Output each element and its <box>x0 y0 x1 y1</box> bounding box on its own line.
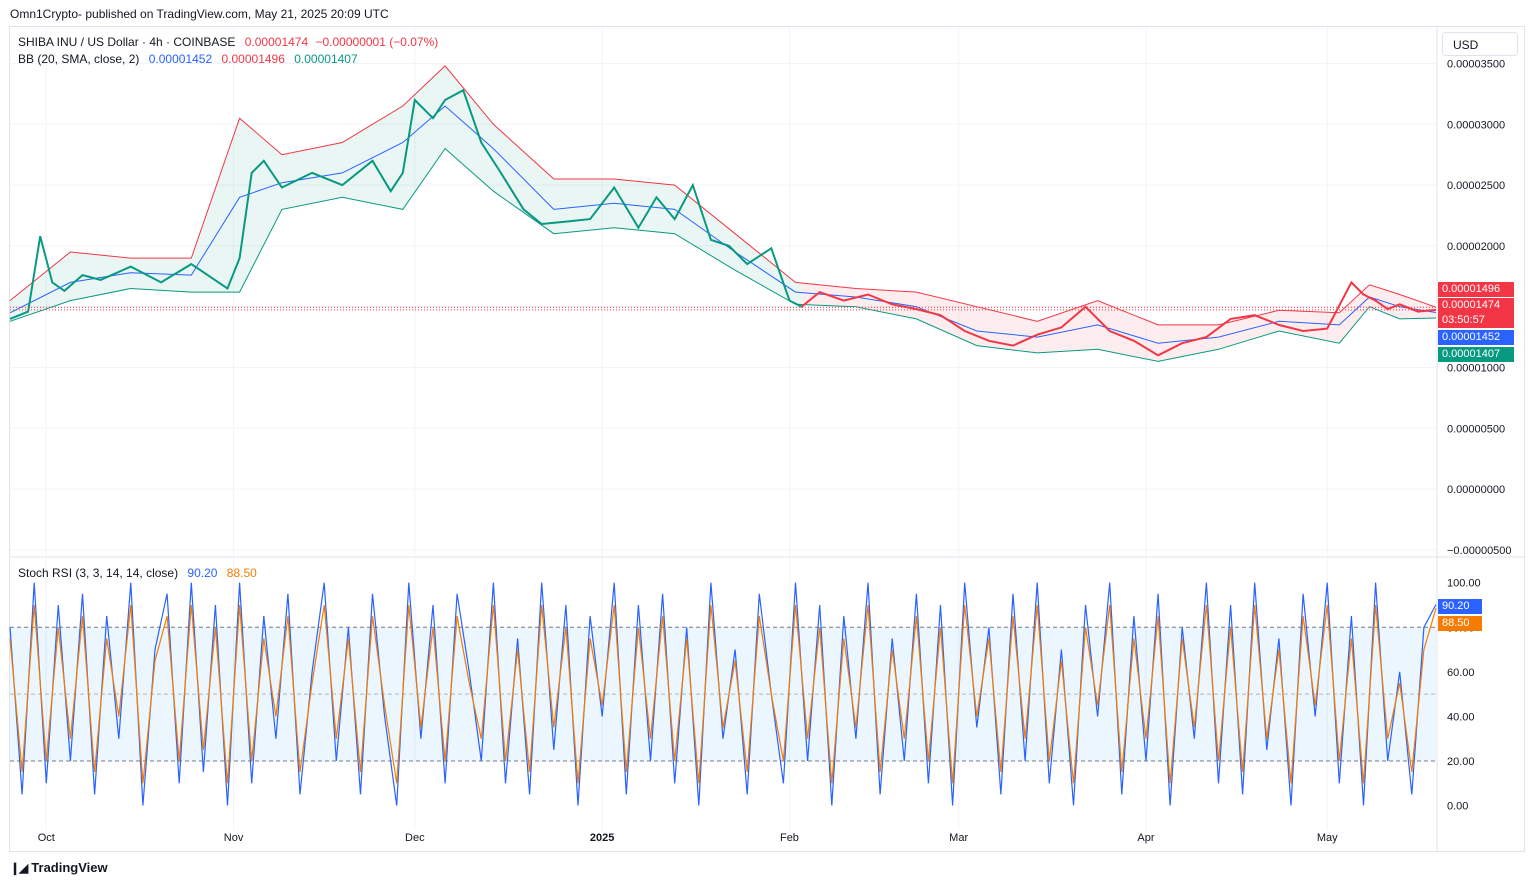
price-tick-label: 0.00002000 <box>1447 241 1505 253</box>
tradingview-logo-icon: ❙◢ <box>10 860 28 875</box>
currency-button[interactable]: USD <box>1442 32 1518 56</box>
bb-upper-tag: 0.00001496 <box>1438 282 1514 297</box>
bb-lower-line <box>9 147 1437 362</box>
bb-lower-value: 0.00001407 <box>294 52 358 66</box>
close-line-bull <box>10 88 802 320</box>
bb-lower-tag: 0.00001407 <box>1438 347 1514 362</box>
bb-basis-value: 0.00001452 <box>148 52 213 66</box>
bb-fill-bear <box>801 282 1436 362</box>
time-tick-label: 2025 <box>590 832 614 844</box>
bb-upper-value: 0.00001496 <box>221 52 285 66</box>
publisher-line: Omn1Crypto- published on TradingView.com… <box>10 7 389 21</box>
price-tick-label: 0.00001000 <box>1447 363 1505 375</box>
stoch-tick-label: 40.00 <box>1447 711 1475 723</box>
stoch-k-tag: 90.20 <box>1438 599 1482 614</box>
stoch-label: Stoch RSI (3, 3, 14, 14, close) <box>18 566 179 580</box>
stoch-d-line <box>9 604 1437 784</box>
countdown-tag: 03:50:57 <box>1438 313 1514 328</box>
main-legend: SHIBA INU / US Dollar · 4h · COINBASE 0.… <box>18 35 444 49</box>
footer-brand[interactable]: ❙◢ TradingView <box>10 860 108 875</box>
symbol-title: SHIBA INU / US Dollar · 4h · COINBASE <box>18 35 236 49</box>
stoch-k-value: 90.20 <box>187 566 218 580</box>
price-tick-label: 0.00003500 <box>1447 58 1505 70</box>
bb-label: BB (20, SMA, close, 2) <box>18 52 140 66</box>
close-line-bear <box>801 280 1436 357</box>
time-tick-label: Mar <box>949 832 968 844</box>
price-change: −0.00000001 (−0.07%) <box>315 35 439 49</box>
stoch-tick-label: 60.00 <box>1447 667 1475 679</box>
stoch-legend: Stoch RSI (3, 3, 14, 14, close) 90.20 88… <box>18 566 263 580</box>
last-price: 0.00001474 <box>244 35 309 49</box>
price-tick-label: 0.00003000 <box>1447 119 1505 131</box>
stoch-tick-label: 100.00 <box>1447 578 1481 590</box>
stoch-d-value: 88.50 <box>226 566 257 580</box>
brand-name: TradingView <box>31 860 108 875</box>
price-tick-label: −0.00000500 <box>1447 545 1512 557</box>
stoch-tick-label: 0.00 <box>1447 801 1468 813</box>
stoch-d-tag: 88.50 <box>1438 616 1482 631</box>
time-tick-label: Apr <box>1137 832 1154 844</box>
time-tick-label: Feb <box>780 832 799 844</box>
price-tick-label: 0.00000500 <box>1447 423 1505 435</box>
time-tick-label: May <box>1317 832 1338 844</box>
time-tick-label: Nov <box>224 832 244 844</box>
bb-fill-bull <box>10 65 802 322</box>
price-tick-label: 0.00002500 <box>1447 180 1505 192</box>
bb-legend: BB (20, SMA, close, 2) 0.00001452 0.0000… <box>18 52 364 66</box>
stoch-tick-label: 20.00 <box>1447 756 1475 768</box>
last-price-tag: 0.00001474 <box>1438 298 1514 313</box>
time-tick-label: Oct <box>38 832 55 844</box>
bb-basis-tag: 0.00001452 <box>1438 330 1514 345</box>
time-tick-label: Dec <box>405 832 425 844</box>
price-tick-label: 0.00000000 <box>1447 484 1505 496</box>
chart-frame <box>9 26 1525 852</box>
bb-upper-line <box>9 65 1437 326</box>
